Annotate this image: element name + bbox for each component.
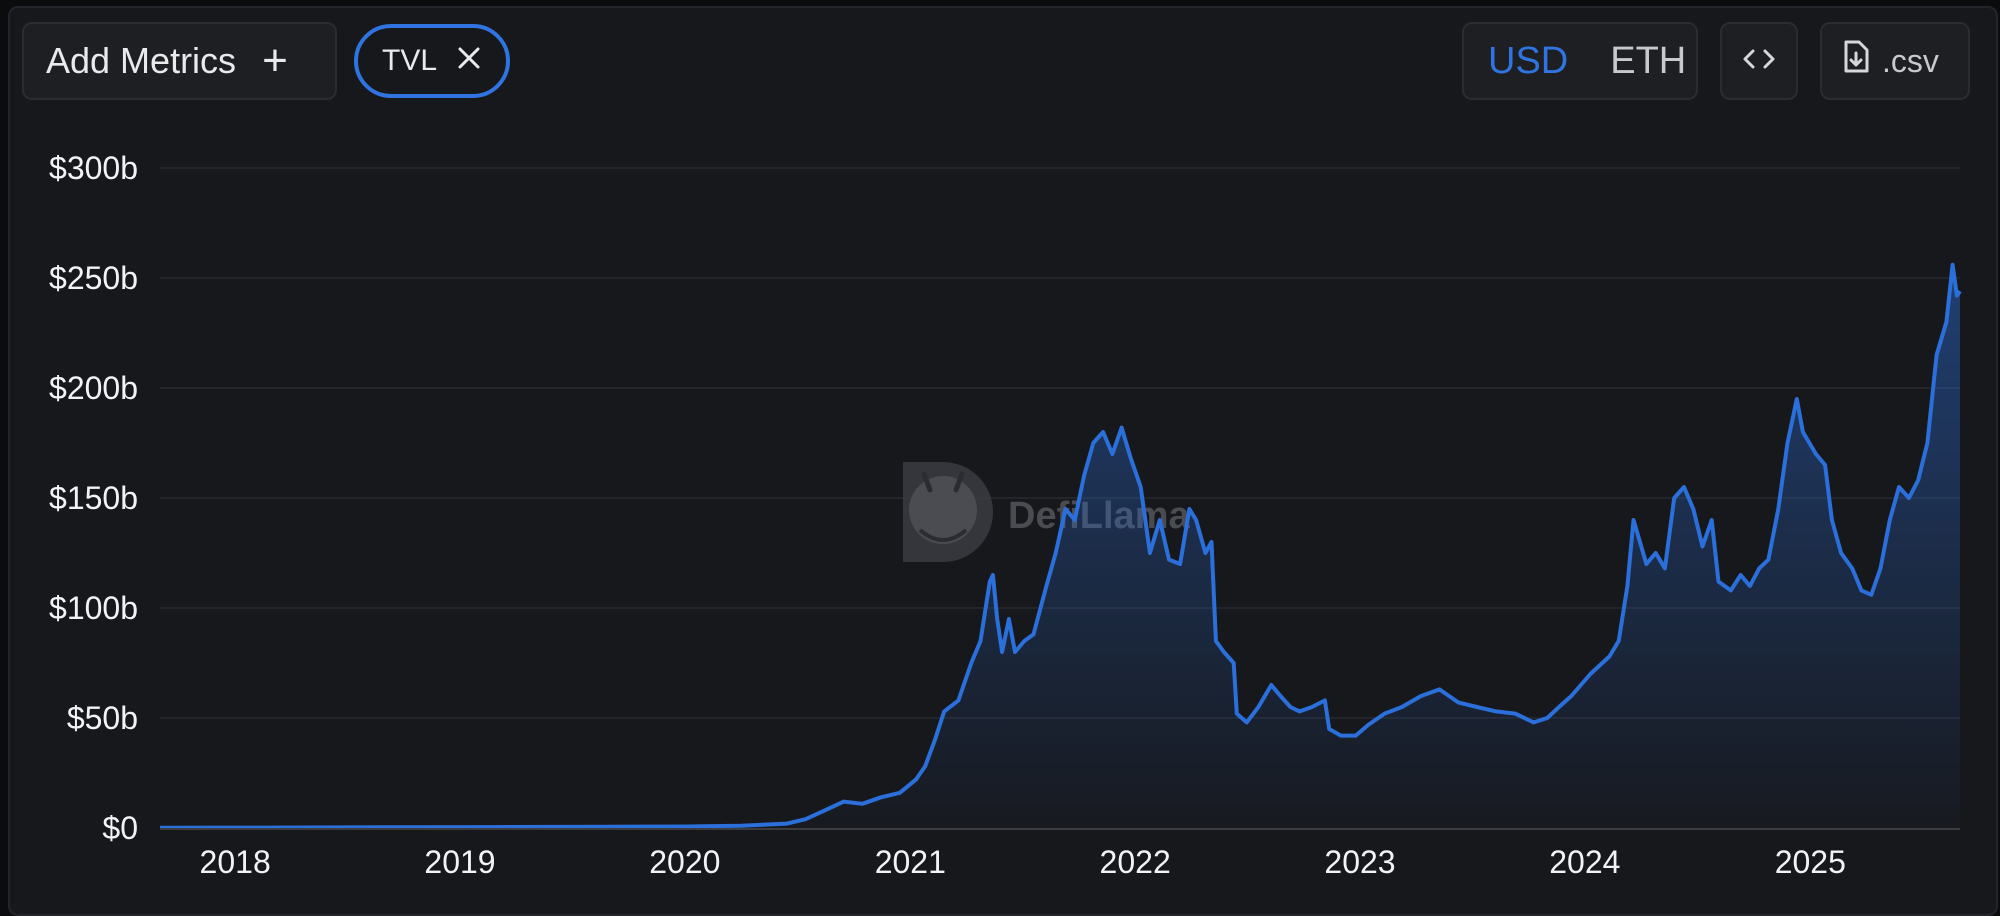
y-tick-label: $0 — [102, 810, 138, 846]
embed-button[interactable] — [1720, 22, 1798, 100]
add-metrics-label: Add Metrics — [46, 40, 237, 81]
watermark: DefiLlama — [903, 462, 1190, 562]
currency-option-usd[interactable]: USD — [1488, 39, 1569, 82]
y-tick-label: $250b — [49, 260, 138, 296]
tvl-line — [159, 262, 1962, 830]
x-tick-label: 2021 — [875, 844, 946, 880]
x-tick-label: 2023 — [1324, 844, 1395, 880]
x-tick-label: 2018 — [200, 844, 271, 880]
code-icon — [1742, 47, 1776, 76]
y-tick-label: $200b — [49, 370, 138, 406]
plus-icon: + — [262, 36, 288, 85]
currency-toggle: USD ETH — [1462, 22, 1698, 100]
y-tick-label: $50b — [67, 700, 138, 736]
llama-logo-icon — [903, 462, 993, 562]
metric-chip-label: TVL — [382, 44, 438, 77]
y-tick-label: $100b — [49, 590, 138, 626]
y-tick-label: $150b — [49, 480, 138, 516]
currency-option-eth[interactable]: ETH — [1610, 39, 1687, 82]
tvl-area — [160, 264, 1960, 828]
csv-download-button[interactable]: .csv — [1820, 22, 1970, 100]
x-tick-label: 2025 — [1775, 844, 1846, 880]
x-tick-label: 2024 — [1549, 844, 1620, 880]
x-tick-label: 2019 — [424, 844, 495, 880]
x-tick-label: 2020 — [649, 844, 720, 880]
close-icon[interactable] — [457, 44, 481, 78]
y-tick-label: $300b — [49, 150, 138, 186]
add-metrics-button[interactable]: Add Metrics + — [22, 22, 337, 100]
metric-chip-tvl[interactable]: TVL — [354, 24, 510, 98]
x-tick-label: 2022 — [1100, 844, 1171, 880]
file-download-icon — [1842, 40, 1870, 82]
csv-label: .csv — [1882, 42, 1939, 79]
